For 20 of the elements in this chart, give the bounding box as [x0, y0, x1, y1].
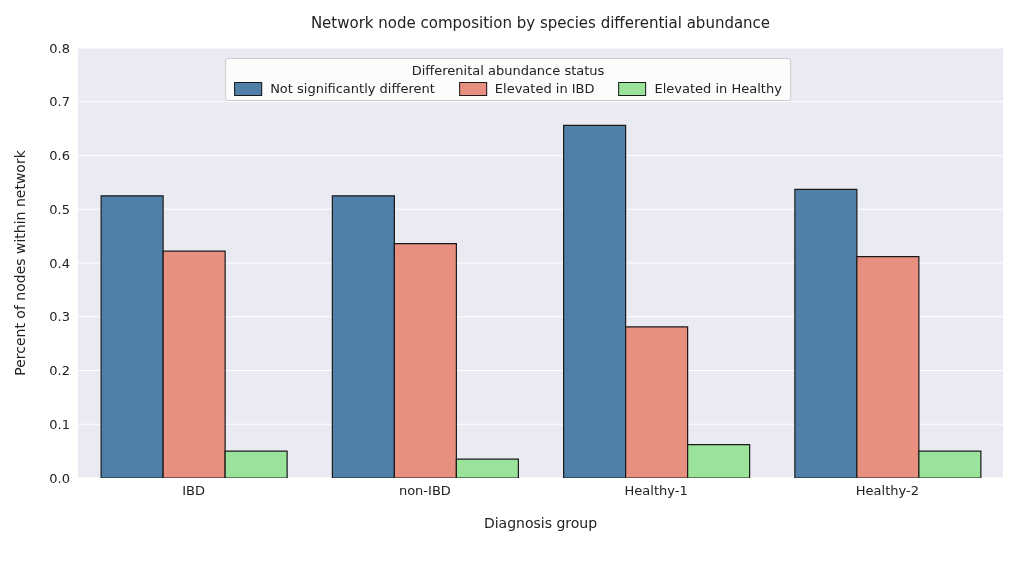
y-tick-label: 0.1	[49, 416, 70, 432]
legend-label: Not significantly different	[270, 81, 435, 96]
legend-title: Differenital abundance status	[410, 63, 606, 78]
x-axis-title: Diagnosis group	[483, 515, 598, 531]
x-tick-label: Healthy-1	[624, 483, 688, 499]
y-tick-label: 0.3	[49, 309, 70, 325]
y-tick-label: 0.5	[49, 201, 70, 217]
x-tick-label: IBD	[182, 483, 206, 499]
y-tick-label: 0.2	[49, 363, 70, 379]
y-tick-label: 0.6	[49, 148, 70, 164]
y-tick-label: 0.7	[49, 94, 70, 110]
legend-label: Elevated in IBD	[494, 81, 595, 96]
chart-title: Network node composition by species differential abundance	[309, 14, 772, 32]
y-tick-label: 0.4	[49, 255, 70, 271]
x-tick-label: Healthy-2	[855, 483, 919, 499]
legend-label: Elevated in Healthy	[654, 81, 782, 96]
y-tick-label: 0.8	[49, 40, 70, 56]
y-tick-label: 0.0	[49, 470, 70, 486]
x-tick-label: non-IBD	[398, 483, 451, 499]
y-axis-title: Percent of nodes within network	[11, 149, 28, 376]
